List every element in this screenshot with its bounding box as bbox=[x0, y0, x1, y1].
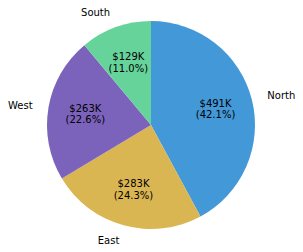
svg-text:$263K(22.6%): $263K(22.6%) bbox=[66, 103, 106, 126]
svg-text:South: South bbox=[81, 7, 110, 18]
svg-text:$129K(11.0%): $129K(11.0%) bbox=[109, 51, 149, 74]
svg-text:East: East bbox=[98, 235, 120, 246]
svg-text:$283K(24.3%): $283K(24.3%) bbox=[114, 178, 154, 201]
svg-text:North: North bbox=[267, 90, 295, 101]
svg-text:West: West bbox=[8, 100, 33, 111]
svg-text:$491K(42.1%): $491K(42.1%) bbox=[196, 98, 236, 121]
